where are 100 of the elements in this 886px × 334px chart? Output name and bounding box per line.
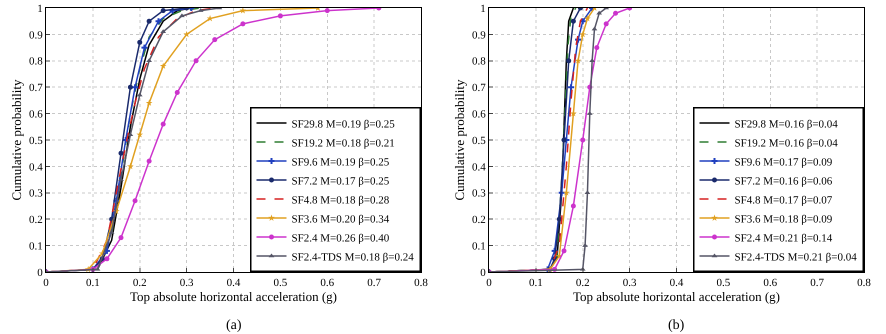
y-tick-label: 0.5 xyxy=(472,134,486,147)
point xyxy=(146,158,152,164)
y-tick-label: 0.8 xyxy=(29,56,44,68)
y-tick-label: 0.4 xyxy=(29,161,44,174)
x-tick-label: 0.4 xyxy=(670,277,684,290)
x-tick-label: 0.4 xyxy=(226,277,241,290)
y-tick-label: 0.7 xyxy=(29,82,44,94)
y-tick-label: 0.2 xyxy=(29,214,43,226)
legend-label: SF4.8 M=0.18 β=0.28 xyxy=(292,194,390,206)
point xyxy=(579,30,586,38)
legend-label: SF7.2 M=0.17 β=0.25 xyxy=(292,175,390,188)
point xyxy=(206,15,214,22)
x-tick-label: 0.3 xyxy=(180,277,194,290)
legend-label: SF3.6 M=0.18 β=0.09 xyxy=(734,213,833,226)
y-tick-label: 0 xyxy=(480,266,486,279)
y-tick-label: 0.7 xyxy=(472,82,486,94)
x-tick-label: 0.5 xyxy=(716,277,731,290)
x-axis-title: Top absolute horizontal acceleration (g) xyxy=(130,289,338,304)
point xyxy=(128,84,133,90)
text: (b) xyxy=(668,318,685,333)
x-tick-label: 0.1 xyxy=(529,277,543,290)
point xyxy=(212,37,218,42)
point xyxy=(613,10,618,16)
y-tick-label: 0.6 xyxy=(29,108,44,120)
point xyxy=(160,62,167,69)
legend-label: SF2.4-TDS M=0.18 β=0.24 xyxy=(292,251,414,264)
point xyxy=(562,138,566,142)
y-tick-label: 0.6 xyxy=(472,108,486,120)
x-tick-label: 0.7 xyxy=(810,277,825,290)
point xyxy=(570,204,576,208)
legend-label: SF9.6 M=0.19 β=0.25 xyxy=(292,156,390,168)
legend-label: SF7.2 M=0.16 β=0.06 xyxy=(734,175,833,188)
y-tick-label: 0.9 xyxy=(472,29,486,42)
y-tick-label: 0.1 xyxy=(472,240,486,252)
point xyxy=(137,40,142,45)
point xyxy=(194,58,198,64)
y-axis-title: Cumulative probability xyxy=(452,79,467,200)
point xyxy=(240,21,246,26)
y-axis-title: Cumulative probability xyxy=(9,79,24,200)
y-tick-label: 1 xyxy=(37,2,43,15)
legend-label: SF19.2 M=0.16 β=0.04 xyxy=(734,137,838,150)
point xyxy=(584,15,591,22)
point xyxy=(104,256,110,262)
y-tick-label: 0.8 xyxy=(472,56,486,68)
point xyxy=(574,57,582,64)
legend-label: SF3.6 M=0.20 β=0.34 xyxy=(292,213,390,226)
point xyxy=(160,8,166,14)
x-tick-label: 0.8 xyxy=(414,277,428,290)
legend-label: SF29.8 M=0.19 β=0.25 xyxy=(292,118,396,130)
x-tick-label: 0.5 xyxy=(274,277,288,290)
x-tick-label: 0.1 xyxy=(86,277,100,290)
point xyxy=(141,44,148,51)
point xyxy=(118,150,124,156)
point xyxy=(174,90,180,95)
point xyxy=(118,235,124,240)
x-tick-label: 0.7 xyxy=(367,277,382,290)
point xyxy=(183,30,190,38)
legend-label: SF9.6 M=0.17 β=0.09 xyxy=(734,156,833,168)
legend-label: SF2.4 M=0.21 β=0.14 xyxy=(734,232,833,244)
point xyxy=(570,18,576,24)
point xyxy=(580,138,586,142)
point xyxy=(146,100,152,106)
legend-label: SF19.2 M=0.18 β=0.21 xyxy=(292,137,395,150)
point xyxy=(127,162,134,170)
point xyxy=(604,21,609,26)
legend-label: SF4.8 M=0.17 β=0.07 xyxy=(734,194,833,206)
point xyxy=(324,8,330,14)
point xyxy=(562,248,566,254)
y-tick-label: 0.3 xyxy=(472,188,486,200)
point xyxy=(136,131,144,138)
y-tick-label: 0.3 xyxy=(29,188,44,200)
y-tick-label: 0.5 xyxy=(29,134,44,147)
point xyxy=(278,13,283,18)
legend-label: SF2.4 M=0.26 β=0.40 xyxy=(292,232,390,244)
y-tick-label: 0.4 xyxy=(472,161,486,174)
point xyxy=(594,45,600,50)
point xyxy=(94,266,100,271)
legend-label: SF29.8 M=0.16 β=0.04 xyxy=(734,118,838,130)
y-tick-label: 0 xyxy=(37,266,44,279)
x-tick-label: 0.6 xyxy=(763,277,778,290)
x-tick-label: 0.8 xyxy=(857,277,872,290)
point xyxy=(179,13,185,18)
point xyxy=(146,18,152,24)
y-tick-label: 0.1 xyxy=(29,240,43,252)
y-tick-label: 1 xyxy=(480,2,486,15)
x-tick-label: 0.2 xyxy=(576,277,590,290)
point xyxy=(568,84,574,90)
point xyxy=(566,58,572,64)
point xyxy=(132,84,138,90)
point xyxy=(240,8,246,14)
text: (a) xyxy=(226,318,242,333)
y-tick-label: 0.9 xyxy=(29,29,44,42)
point xyxy=(156,18,162,24)
point xyxy=(160,122,166,127)
x-tick-label: 0.6 xyxy=(320,277,335,290)
y-tick-label: 0.2 xyxy=(472,214,486,226)
point xyxy=(132,198,138,204)
x-axis-title: Top absolute horizontal acceleration (g) xyxy=(572,289,780,304)
x-tick-label: 0.3 xyxy=(622,277,638,290)
x-tick-label: 0.2 xyxy=(132,277,147,290)
